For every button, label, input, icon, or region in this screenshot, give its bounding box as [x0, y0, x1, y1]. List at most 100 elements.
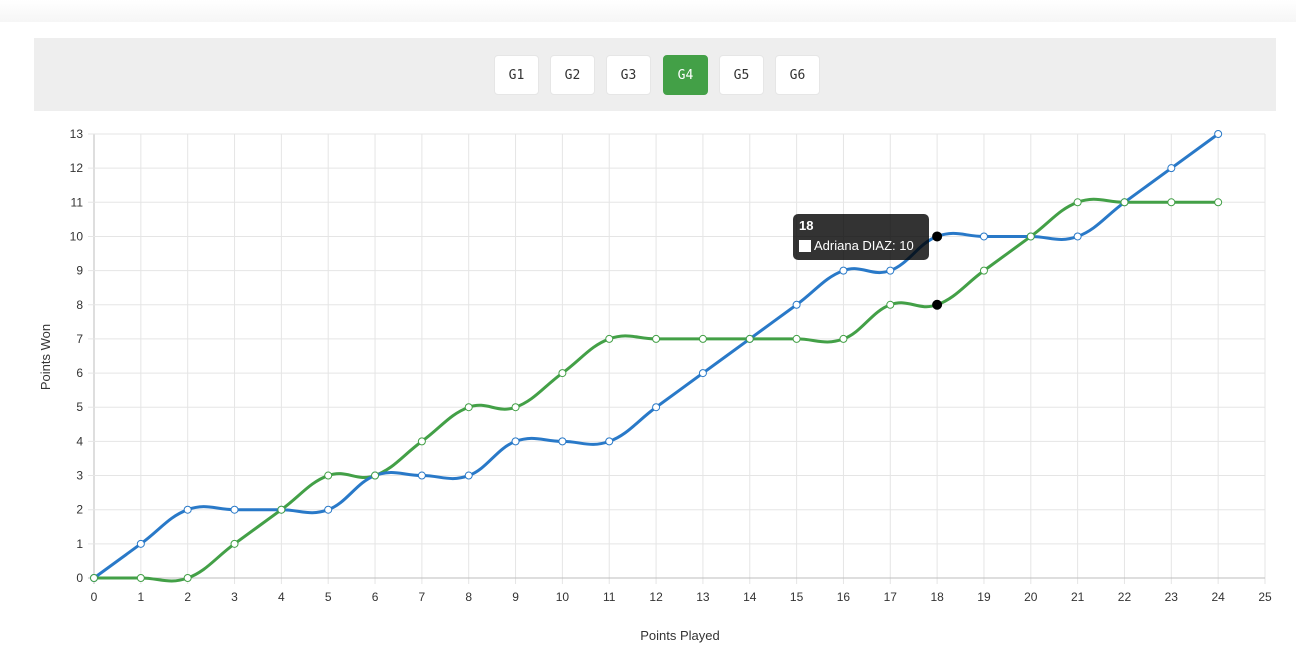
y-tick-label: 0 — [76, 571, 83, 585]
x-axis-title: Points Played — [640, 628, 720, 643]
data-point — [183, 505, 192, 514]
y-tick-label: 6 — [76, 366, 83, 380]
data-point — [698, 334, 707, 343]
y-tick-label: 5 — [76, 400, 83, 414]
y-tick-label: 1 — [76, 537, 83, 551]
data-point — [605, 334, 614, 343]
x-tick-label: 24 — [1211, 590, 1225, 604]
data-point — [511, 403, 520, 412]
data-point — [839, 334, 848, 343]
data-point — [792, 334, 801, 343]
x-tick-label: 22 — [1118, 590, 1132, 604]
data-point — [324, 471, 333, 480]
x-tick-label: 11 — [603, 590, 616, 604]
x-tick-label: 19 — [977, 590, 991, 604]
data-point — [979, 232, 988, 241]
tooltip-swatch — [799, 239, 811, 252]
x-tick-label: 18 — [930, 590, 944, 604]
data-point — [558, 437, 567, 446]
y-tick-label: 7 — [76, 332, 83, 346]
tab-g3[interactable]: G3 — [606, 55, 651, 95]
data-point — [1214, 130, 1223, 138]
game-tab-bar: G1 G2 G3 G4 G5 G6 — [34, 38, 1276, 111]
data-point — [136, 574, 145, 582]
data-point — [1167, 164, 1176, 173]
data-point — [1073, 232, 1082, 241]
x-tick-label: 20 — [1024, 590, 1038, 604]
data-point — [605, 437, 614, 446]
x-tick-label: 21 — [1071, 590, 1085, 604]
tooltip-title: 18 — [799, 218, 814, 233]
x-tick-label: 7 — [419, 590, 426, 604]
data-point — [745, 334, 754, 343]
y-tick-label: 8 — [76, 298, 83, 312]
data-point — [464, 471, 473, 480]
data-point — [230, 505, 239, 514]
chart-tooltip: 18 Adriana DIAZ: 10 — [793, 214, 929, 260]
y-tick-label: 9 — [76, 264, 83, 278]
tab-g2[interactable]: G2 — [550, 55, 595, 95]
data-point — [1120, 198, 1129, 207]
series-lines — [90, 130, 1223, 583]
x-tick-label: 5 — [325, 590, 332, 604]
x-tick-label: 17 — [884, 590, 898, 604]
data-point — [90, 574, 98, 582]
grid — [88, 133, 1266, 584]
x-tick-label: 12 — [649, 590, 663, 604]
data-point — [417, 471, 426, 480]
tab-g5[interactable]: G5 — [719, 55, 764, 95]
x-tick-label: 14 — [743, 590, 757, 604]
x-tick-label: 1 — [137, 590, 144, 604]
data-point — [558, 369, 567, 378]
tooltip-row: Adriana DIAZ: 10 — [799, 238, 914, 253]
y-tick-label: 10 — [70, 229, 84, 243]
data-point — [886, 266, 895, 275]
x-tick-label: 6 — [372, 590, 379, 604]
data-point — [886, 300, 895, 309]
data-point — [136, 539, 145, 548]
top-shadow — [0, 0, 1296, 22]
highlighted-point — [932, 299, 943, 310]
tab-g6[interactable]: G6 — [775, 55, 820, 95]
data-point — [652, 334, 661, 343]
x-tick-label: 25 — [1258, 590, 1272, 604]
tick-labels: 0 1 2 3 4 5 6 7 8 9 10 11 12 13 14 15 16 17 18 19 20 21 22 23 24… — [70, 127, 1272, 604]
x-tick-label: 3 — [231, 590, 238, 604]
data-point — [511, 437, 520, 446]
x-tick-label: 16 — [837, 590, 851, 604]
tab-g4[interactable]: G4 — [663, 55, 708, 95]
data-point — [464, 403, 473, 412]
y-tick-label: 12 — [70, 161, 84, 175]
x-tick-label: 15 — [790, 590, 804, 604]
data-point — [979, 266, 988, 275]
y-tick-label: 2 — [76, 503, 83, 517]
x-tick-label: 10 — [556, 590, 570, 604]
x-tick-label: 23 — [1165, 590, 1179, 604]
tooltip-label: Adriana DIAZ: 10 — [814, 238, 914, 253]
data-point — [324, 505, 333, 514]
x-tick-label: 8 — [465, 590, 472, 604]
x-tick-label: 9 — [512, 590, 519, 604]
data-point — [1073, 198, 1082, 207]
data-point — [277, 505, 286, 514]
x-tick-label: 13 — [696, 590, 710, 604]
highlighted-point — [932, 231, 943, 242]
x-tick-label: 4 — [278, 590, 285, 604]
data-point — [1026, 232, 1035, 241]
data-point — [839, 266, 848, 275]
data-point — [652, 403, 661, 412]
x-tick-label: 2 — [184, 590, 191, 604]
y-tick-label: 11 — [71, 195, 84, 209]
tab-g1[interactable]: G1 — [494, 55, 539, 95]
y-axis-title: Points Won — [38, 324, 53, 390]
data-point — [1167, 198, 1176, 207]
data-point — [371, 471, 380, 480]
y-tick-label: 4 — [76, 434, 83, 448]
data-point — [417, 437, 426, 446]
data-point — [792, 300, 801, 309]
data-point — [230, 539, 239, 548]
data-point — [698, 369, 707, 378]
data-point — [183, 574, 192, 582]
y-tick-label: 13 — [70, 127, 84, 141]
